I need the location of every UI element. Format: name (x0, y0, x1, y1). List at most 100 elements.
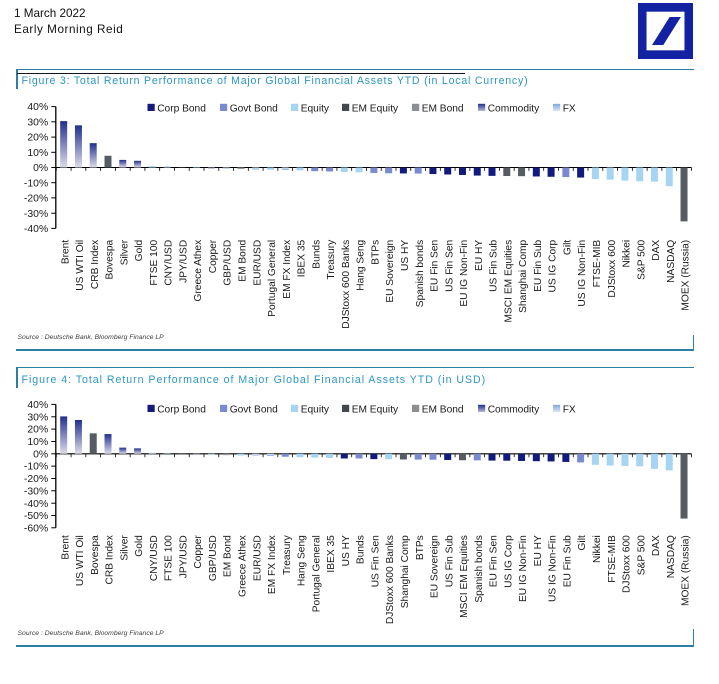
svg-text:EM Equity: EM Equity (352, 404, 399, 415)
svg-text:FTSE-MIB: FTSE-MIB (607, 535, 618, 583)
svg-text:Bovespa: Bovespa (105, 239, 116, 279)
svg-text:Bunds: Bunds (311, 240, 322, 269)
svg-text:DJStoxx 600 Banks: DJStoxx 600 Banks (385, 535, 396, 624)
svg-text:DJStoxx 600 Banks: DJStoxx 600 Banks (341, 240, 352, 329)
svg-text:Equity: Equity (301, 103, 330, 114)
svg-text:Silver: Silver (119, 239, 130, 265)
svg-text:-30%: -30% (24, 486, 48, 497)
svg-text:-10%: -10% (24, 178, 48, 189)
svg-text:EU Fin Sub: EU Fin Sub (533, 239, 544, 291)
svg-text:40%: 40% (27, 400, 48, 411)
svg-text:-10%: -10% (24, 462, 48, 473)
svg-text:FTSE 100: FTSE 100 (149, 239, 160, 285)
svg-text:FTSE-MIB: FTSE-MIB (592, 240, 603, 288)
svg-text:IBEX 35: IBEX 35 (297, 239, 308, 277)
svg-text:S&P 500: S&P 500 (636, 239, 647, 279)
svg-text:Silver: Silver (119, 535, 130, 561)
svg-text:Govt Bond: Govt Bond (230, 404, 278, 415)
svg-text:-50%: -50% (24, 511, 48, 522)
svg-text:US Fin Sen: US Fin Sen (370, 535, 381, 587)
svg-text:NASDAQ: NASDAQ (666, 535, 677, 578)
svg-text:Spanish bonds: Spanish bonds (474, 535, 485, 602)
svg-text:FX: FX (563, 404, 576, 415)
svg-text:Hang Seng: Hang Seng (297, 535, 308, 586)
svg-text:EU Fin Sub: EU Fin Sub (562, 535, 573, 587)
svg-text:-20%: -20% (24, 474, 48, 485)
svg-text:EU HY: EU HY (474, 240, 485, 271)
svg-text:NASDAQ: NASDAQ (666, 240, 677, 283)
svg-text:DAX: DAX (651, 535, 662, 556)
svg-text:Gold: Gold (134, 535, 145, 557)
svg-text:Copper: Copper (208, 239, 219, 273)
svg-text:Nikkei: Nikkei (622, 240, 633, 268)
svg-text:EU Sovereign: EU Sovereign (430, 535, 441, 598)
svg-text:US HY: US HY (341, 535, 352, 566)
svg-text:30%: 30% (27, 412, 48, 423)
svg-text:EM Bond: EM Bond (422, 404, 464, 415)
svg-text:Commodity: Commodity (488, 404, 540, 415)
svg-text:US IG Corp: US IG Corp (548, 239, 559, 292)
svg-text:-40%: -40% (24, 499, 48, 510)
svg-text:MOEX (Russia): MOEX (Russia) (681, 240, 692, 311)
svg-text:JPY/USD: JPY/USD (178, 535, 189, 578)
svg-text:US Fin Sen: US Fin Sen (444, 240, 455, 292)
svg-text:Spanish bonds: Spanish bonds (415, 240, 426, 307)
svg-text:Brent: Brent (60, 535, 71, 560)
svg-text:Shanghai Comp: Shanghai Comp (400, 535, 411, 608)
svg-text:MOEX (Russia): MOEX (Russia) (681, 535, 692, 606)
svg-text:Brent: Brent (60, 240, 71, 265)
svg-text:Treasury: Treasury (326, 239, 337, 280)
svg-text:FTSE 100: FTSE 100 (164, 535, 175, 581)
svg-text:BTPs: BTPs (415, 535, 426, 560)
svg-text:BTPs: BTPs (370, 240, 381, 265)
svg-text:CNY/USD: CNY/USD (149, 535, 160, 581)
svg-text:Gilt: Gilt (562, 240, 573, 255)
svg-text:US IG Non-Fin: US IG Non-Fin (548, 535, 559, 602)
svg-text:EM Bond: EM Bond (422, 103, 464, 114)
svg-text:US WTI Oil: US WTI Oil (75, 240, 86, 291)
svg-text:Shanghai Comp: Shanghai Comp (518, 239, 529, 312)
svg-text:Equity: Equity (301, 404, 330, 415)
svg-text:Hang Seng: Hang Seng (356, 239, 367, 290)
svg-text:20%: 20% (27, 133, 48, 144)
svg-text:S&P 500: S&P 500 (636, 535, 647, 575)
svg-text:EU HY: EU HY (533, 535, 544, 566)
svg-text:US HY: US HY (400, 240, 411, 271)
svg-text:EU IG Non-Fin: EU IG Non-Fin (518, 535, 529, 602)
svg-text:0%: 0% (33, 163, 48, 174)
svg-text:EM Equity: EM Equity (352, 103, 399, 114)
svg-text:MSCI EM Equities: MSCI EM Equities (503, 240, 514, 323)
svg-text:EM FX Index: EM FX Index (282, 240, 293, 299)
svg-text:Portugal General: Portugal General (267, 240, 278, 317)
svg-text:US Fin Sub: US Fin Sub (444, 535, 455, 587)
svg-text:10%: 10% (27, 437, 48, 448)
svg-text:GBP/USD: GBP/USD (208, 535, 219, 581)
svg-text:40%: 40% (27, 102, 48, 113)
svg-text:0%: 0% (33, 449, 48, 460)
svg-text:10%: 10% (27, 148, 48, 159)
svg-text:-40%: -40% (24, 224, 48, 235)
svg-text:US IG Non-Fin: US IG Non-Fin (577, 240, 588, 307)
svg-text:-20%: -20% (24, 194, 48, 205)
svg-text:EUR/USD: EUR/USD (252, 535, 263, 581)
svg-text:30%: 30% (27, 117, 48, 128)
svg-text:IBEX 35: IBEX 35 (326, 535, 337, 573)
svg-text:Corp Bond: Corp Bond (157, 404, 206, 415)
svg-text:EU Fin Sen: EU Fin Sen (489, 535, 500, 587)
svg-text:CRB Index: CRB Index (105, 535, 116, 584)
svg-text:GBP/USD: GBP/USD (223, 240, 234, 286)
svg-text:JPY/USD: JPY/USD (178, 240, 189, 283)
svg-text:Commodity: Commodity (488, 103, 540, 114)
svg-text:CNY/USD: CNY/USD (164, 240, 175, 286)
svg-text:Bunds: Bunds (356, 535, 367, 564)
svg-text:Gilt: Gilt (577, 535, 588, 550)
svg-text:CRB Index: CRB Index (90, 240, 101, 289)
svg-text:EM FX Index: EM FX Index (267, 535, 278, 594)
svg-text:DJStoxx 600: DJStoxx 600 (607, 239, 618, 297)
svg-text:US IG Corp: US IG Corp (503, 535, 514, 588)
svg-text:EM Bond: EM Bond (238, 239, 249, 281)
svg-text:FX: FX (563, 103, 576, 114)
svg-text:-30%: -30% (24, 209, 48, 220)
svg-text:EUR/USD: EUR/USD (252, 240, 263, 286)
svg-text:Greece Athex: Greece Athex (193, 240, 204, 302)
